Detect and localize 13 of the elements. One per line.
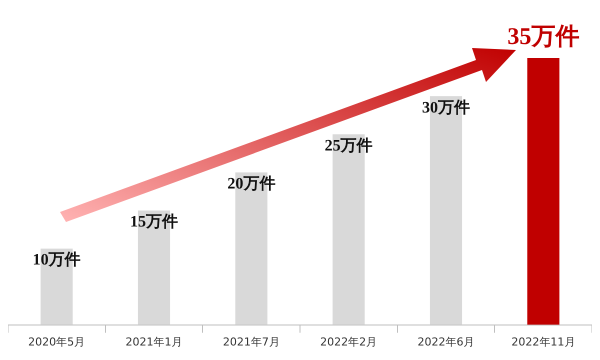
x-tick-label: 2021年7月 — [222, 335, 280, 348]
bar — [527, 58, 560, 325]
x-tick-label: 2020年5月 — [28, 335, 86, 348]
data-label: 30万件 — [422, 98, 470, 116]
x-tick-label: 2022年6月 — [418, 335, 474, 348]
data-label: 25万件 — [324, 136, 373, 154]
data-label: 15万件 — [130, 212, 178, 231]
x-tick-label: 2021年1月 — [126, 335, 182, 348]
data-label: 10万件 — [32, 250, 81, 269]
data-label: 20万件 — [227, 174, 276, 192]
x-tick-label: 2022年2月 — [320, 335, 378, 348]
x-tick-label: 2022年11月 — [511, 335, 576, 348]
data-label: 35万件 — [507, 24, 580, 50]
